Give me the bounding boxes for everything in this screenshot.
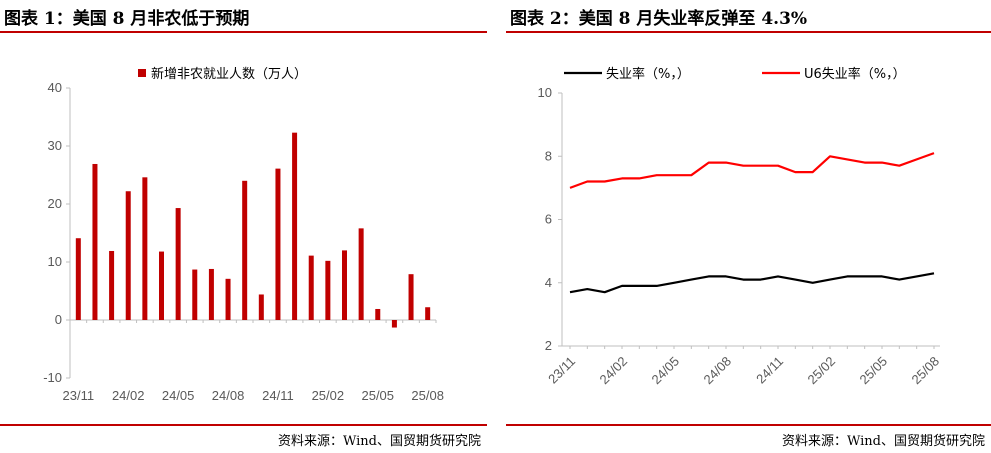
bar xyxy=(126,191,131,320)
y-tick-label: 4 xyxy=(545,275,552,290)
panel-left: 图表 1：美国 8 月非农低于预期 40 30 20 10 0 -10 23/11 24/02… xyxy=(0,0,487,453)
legend-label: 失业率（%，） xyxy=(606,66,690,82)
y-tick-label: 0 xyxy=(55,312,62,327)
panel-right: 图表 2：美国 8 月失业率反弹至 4.3% 10 8 6 4 2 23/11 24/02 2… xyxy=(506,0,991,453)
x-tick-label: 25/05 xyxy=(857,354,891,388)
x-tick-label: 24/02 xyxy=(112,388,145,403)
bottom-rule-left xyxy=(0,424,487,426)
series-line-u6 xyxy=(570,153,934,188)
x-tick-label: 24/08 xyxy=(701,354,735,388)
bar xyxy=(309,256,314,320)
bar xyxy=(392,320,397,328)
y-tick-label: 40 xyxy=(48,80,62,95)
bar xyxy=(275,169,280,320)
bar xyxy=(76,238,81,320)
x-tick-label: 24/05 xyxy=(649,354,683,388)
bar xyxy=(159,252,164,320)
x-tick-label: 25/08 xyxy=(909,354,943,388)
bar xyxy=(342,250,347,320)
x-tick-label: 24/11 xyxy=(753,354,786,387)
y-tick-label: 30 xyxy=(48,138,62,153)
bar xyxy=(425,307,430,320)
bar xyxy=(242,181,247,320)
y-tick-label: 10 xyxy=(48,254,62,269)
source-note-right: 资料来源：Wind、国贸期货研究院 xyxy=(782,430,985,449)
bar xyxy=(292,133,297,320)
bar xyxy=(325,261,330,320)
x-tick-label: 25/08 xyxy=(411,388,444,403)
source-note-left: 资料来源：Wind、国贸期货研究院 xyxy=(278,430,481,449)
bar xyxy=(142,177,147,320)
bar xyxy=(209,269,214,320)
bar xyxy=(359,228,364,320)
bar xyxy=(259,294,264,320)
y-tick-label: 2 xyxy=(545,338,552,353)
bar xyxy=(176,208,181,320)
x-tick-label: 24/02 xyxy=(597,354,631,388)
legend-swatch xyxy=(138,69,146,77)
legend-label: 新增非农就业人数（万人） xyxy=(151,66,307,82)
y-tick-label: -10 xyxy=(43,370,62,385)
series-line-unemployment xyxy=(570,273,934,292)
line-chart-unemployment: 10 8 6 4 223/11 24/02 24/05 24/08 24/11 25/02 25/0… xyxy=(506,0,991,420)
legend-label: U6失业率（%，） xyxy=(804,66,906,82)
x-tick-label: 25/02 xyxy=(805,354,839,388)
x-tick-label: 23/11 xyxy=(63,388,95,403)
x-tick-label: 24/11 xyxy=(262,388,294,403)
x-tick-label: 24/05 xyxy=(162,388,195,403)
y-tick-label: 20 xyxy=(48,196,62,211)
bar xyxy=(375,309,380,320)
bar xyxy=(226,279,231,320)
bottom-rule-right xyxy=(506,424,991,426)
x-tick-label: 25/02 xyxy=(312,388,345,403)
bar xyxy=(192,270,197,320)
bar xyxy=(92,164,97,320)
x-tick-label: 23/11 xyxy=(545,354,578,387)
bar xyxy=(109,251,114,320)
y-tick-label: 6 xyxy=(545,212,552,227)
x-tick-label: 24/08 xyxy=(212,388,245,403)
bar xyxy=(409,274,414,320)
x-tick-label: 25/05 xyxy=(361,388,394,403)
y-tick-label: 10 xyxy=(538,85,552,100)
y-tick-label: 8 xyxy=(545,148,552,163)
